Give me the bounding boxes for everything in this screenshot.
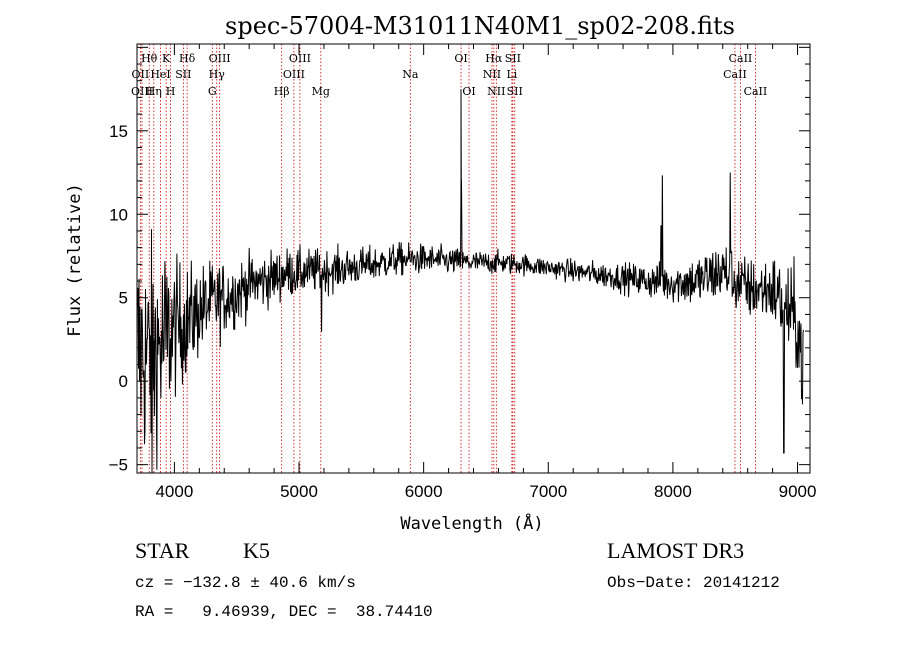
spectral-line-label: SII (507, 85, 523, 98)
y-tick-label: 10 (109, 205, 128, 224)
x-tick-label: 9000 (779, 482, 817, 501)
spectral-line-label: OII (132, 68, 150, 81)
x-tick-label: 8000 (654, 482, 692, 501)
spectral-line-label: Hγ (209, 68, 226, 81)
spectral-line-label: K (162, 52, 171, 65)
spectral-line-label: NII (483, 68, 501, 81)
spectral-line-label: CaII (744, 85, 768, 98)
spectral-line-label: SII (175, 68, 191, 81)
spectral-line-label: OI (462, 85, 475, 98)
axis-tick-labels: 4000 5000 6000 7000 8000 9000 −5 0 5 10 15 (109, 122, 817, 501)
spectral-line-label: Hη (146, 85, 162, 98)
axis-ticks (137, 44, 810, 473)
x-axis-label: Wavelength (Å) (400, 512, 543, 534)
spectral-line-label: NII (487, 85, 505, 98)
spectral-line-label: Hδ (179, 52, 196, 65)
spectral-line-label: OI (454, 52, 467, 65)
x-tick-label: 7000 (529, 482, 567, 501)
spectral-line-markers (139, 44, 756, 473)
x-tick-label: 5000 (280, 482, 318, 501)
object-class: STAR (135, 538, 190, 563)
x-tick-label: 4000 (155, 482, 193, 501)
survey-name: LAMOST DR3 (607, 538, 745, 563)
coordinates-readout: RA = 9.46939, DEC = 38.74410 (135, 603, 433, 621)
y-tick-label: −5 (109, 456, 128, 475)
spectral-line-label: G (208, 85, 217, 98)
y-tick-label: 0 (119, 372, 128, 391)
y-tick-label: 5 (119, 289, 128, 308)
object-subclass: K5 (243, 538, 270, 563)
spectral-line-label: OIII (131, 85, 153, 98)
spectral-line-label: Mg (312, 85, 330, 98)
spectral-line-label: SII (505, 52, 521, 65)
spectral-line-label: Hα (485, 52, 503, 65)
y-axis-label: Flux (relative) (65, 183, 85, 337)
spectral-line-label: OIII (283, 68, 305, 81)
spectral-line-label: CaII (723, 68, 747, 81)
spectral-line-label: OIII (209, 52, 231, 65)
spectral-line-label: Li (506, 68, 517, 81)
chart-title: spec-57004-M31011N40M1_sp02-208.fits (225, 12, 735, 40)
spectral-line-label: OIII (289, 52, 311, 65)
redshift-readout: cz = −132.8 ± 40.6 km/s (135, 574, 356, 592)
spectral-line-label: Na (402, 68, 419, 81)
spectral-line-label: H (166, 85, 176, 98)
observation-date: Obs−Date: 20141212 (607, 574, 780, 592)
spectral-line-label: CaII (729, 52, 753, 65)
spectral-line-label: Hβ (274, 85, 290, 98)
spectral-line-label: Hθ (141, 52, 158, 65)
x-tick-label: 6000 (405, 482, 443, 501)
spectral-line-label: HeI (150, 68, 170, 81)
spectrum-line (136, 89, 804, 474)
y-tick-label: 15 (109, 122, 128, 141)
